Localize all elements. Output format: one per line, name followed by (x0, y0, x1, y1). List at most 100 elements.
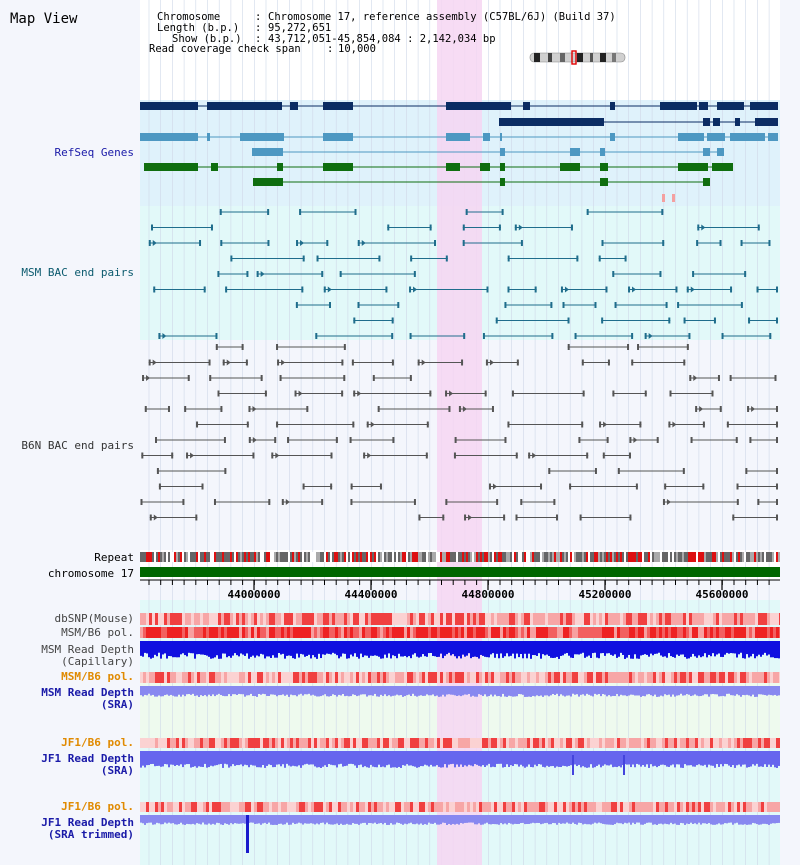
read-depth-bar (678, 751, 680, 765)
heatmap-cell (203, 672, 206, 683)
track-label-msm-bac[interactable]: MSM BAC end pairs (21, 266, 134, 279)
repeat-cell (586, 552, 588, 562)
read-depth-bar (192, 751, 194, 767)
track-label-jf1-depth-sra[interactable]: JF1 Read Depth (41, 752, 134, 765)
track-label-refseq[interactable]: RefSeq Genes (55, 146, 134, 159)
repeat-cell (544, 552, 546, 562)
repeat-cell (278, 552, 280, 562)
read-depth-bar (740, 686, 742, 697)
repeat-cell (222, 552, 224, 562)
read-depth-bar (532, 686, 534, 696)
read-depth-bar (202, 815, 204, 823)
heatmap-cell (734, 672, 737, 683)
heatmap-cell (437, 672, 440, 683)
heatmap-cell (182, 613, 185, 625)
read-depth-bar (638, 686, 640, 696)
track-label-msm-b6-pol-2[interactable]: MSM/B6 pol. (61, 670, 134, 683)
heatmap-cell (323, 672, 326, 683)
heatmap-cell (296, 672, 299, 683)
heatmap-cell (320, 627, 323, 638)
track-label-jf1-b6-pol-2[interactable]: JF1/B6 pol. (61, 800, 134, 813)
read-depth-bar (654, 686, 656, 695)
track-label-msm-b6-pol[interactable]: MSM/B6 pol. (61, 626, 134, 639)
read-depth-bar (308, 815, 310, 824)
track-label-chromosome[interactable]: chromosome 17 (48, 567, 134, 580)
read-depth-bar (264, 751, 266, 768)
heatmap-cell (425, 802, 428, 812)
read-depth-bar (252, 686, 254, 696)
track-label-jf1-depth-trimmed[interactable]: JF1 Read Depth (41, 816, 134, 829)
repeat-cell (302, 552, 304, 562)
selected-region-highlight[interactable] (437, 0, 482, 865)
read-depth-bar (766, 815, 768, 825)
track-label-repeat[interactable]: Repeat (94, 551, 134, 564)
read-depth-bar (202, 751, 204, 768)
bac-end-marker (215, 344, 218, 350)
repeat-cell (642, 552, 644, 562)
gene-exon (600, 163, 608, 171)
read-depth-bar (564, 815, 566, 824)
heatmap-cell (182, 738, 185, 748)
gene-exon (717, 102, 744, 110)
heatmap-cell (371, 613, 374, 625)
heatmap-cell (470, 738, 473, 748)
heatmap-cell (176, 738, 179, 748)
read-depth-bar (290, 641, 292, 656)
read-depth-bar (158, 751, 160, 766)
gene-exon (240, 133, 284, 141)
heatmap-cell (554, 802, 557, 812)
bac-end-marker (448, 406, 451, 412)
polymorphism-heatmaps[interactable] (140, 613, 782, 812)
heatmap-cell (536, 802, 539, 812)
heatmap-cell (752, 613, 755, 625)
repeat-cell (520, 552, 522, 562)
heatmap-cell (737, 672, 740, 683)
heatmap-cell (239, 627, 242, 638)
heatmap-cell (506, 802, 509, 812)
read-depth-bar (456, 686, 458, 696)
heatmap-cell (344, 802, 347, 812)
heatmap-cell (767, 613, 770, 625)
refseq-genes-track[interactable] (140, 102, 778, 202)
heatmap-cell (506, 613, 509, 625)
bac-end-marker (507, 255, 510, 262)
heatmap-cell (644, 672, 647, 683)
read-depth-bar (626, 815, 628, 824)
track-label-b6n-bac[interactable]: B6N BAC end pairs (21, 439, 134, 452)
track-label-msm-depth-sra[interactable]: MSM Read Depth (41, 686, 134, 699)
read-depth-bar (158, 641, 160, 653)
msm-bac-track[interactable] (148, 209, 778, 339)
read-depth-bar (324, 686, 326, 695)
chromosome-ideogram[interactable] (529, 50, 626, 65)
heatmap-cell (155, 672, 158, 683)
repeat-track[interactable] (140, 552, 780, 562)
read-depth-bar (710, 815, 712, 825)
read-depth-tracks[interactable] (140, 641, 780, 853)
track-label-dbsnp[interactable]: dbSNP(Mouse) (55, 612, 134, 625)
read-depth-bar (470, 815, 472, 823)
repeat-cell (436, 552, 438, 562)
bac-end-marker (213, 499, 216, 505)
track-label-msm-depth-capillary[interactable]: MSM Read Depth (41, 643, 134, 656)
read-depth-bar (706, 641, 708, 658)
heatmap-cell (149, 613, 152, 625)
b6n-bac-track[interactable] (140, 344, 778, 521)
repeat-cell (670, 552, 672, 562)
bac-end-marker (171, 452, 174, 459)
read-depth-bar (592, 641, 594, 654)
heatmap-cell (392, 613, 395, 625)
track-label-jf1-b6-pol[interactable]: JF1/B6 pol. (61, 736, 134, 749)
bac-end-marker (776, 468, 778, 474)
heatmap-cell (665, 613, 668, 625)
bac-end-marker (528, 452, 531, 459)
chromosome-bar[interactable] (140, 567, 780, 577)
read-depth-bar (288, 686, 290, 697)
heatmap-cell (482, 802, 485, 812)
read-depth-bar (256, 815, 258, 824)
read-depth-bar (370, 751, 372, 765)
heatmap-cell (242, 802, 245, 812)
repeat-cell (592, 552, 594, 562)
read-depth-bar (182, 686, 184, 695)
heatmap-cell (617, 613, 620, 625)
